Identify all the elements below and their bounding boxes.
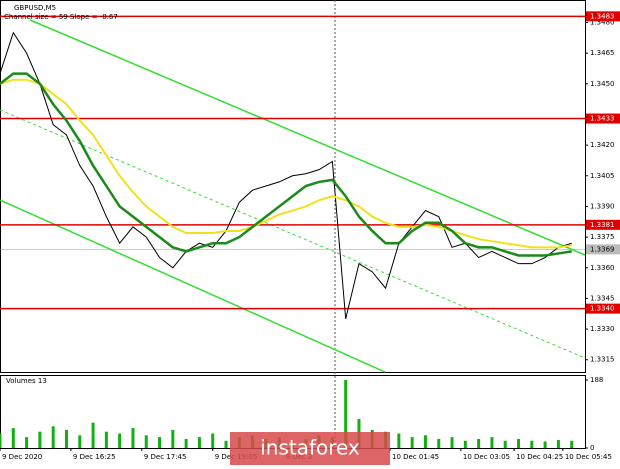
volume-bar (118, 433, 122, 448)
volume-title: Volumes 13 (6, 377, 47, 385)
level-label: 1.3340 (590, 305, 615, 313)
volume-bar (477, 438, 481, 448)
volume-bar (490, 437, 494, 448)
volume-bar (570, 440, 574, 448)
chart-subtitle: Channel size = 59 Slope = -0.67 (4, 13, 118, 21)
y-tick-label: 1.3480 (590, 18, 615, 26)
volume-bar (344, 380, 348, 448)
volume-bar (91, 422, 95, 448)
volume-bar (78, 435, 82, 448)
chart-title: GBPUSD,M5 (14, 4, 56, 12)
volume-bar (64, 429, 68, 448)
x-tick-label: 10 Dec 01:45 (392, 453, 439, 461)
volume-bar (158, 437, 162, 448)
y-tick-label: 1.3465 (590, 49, 615, 57)
channel-upper (29, 19, 586, 256)
volume-bar (131, 428, 135, 448)
volume-bar (211, 433, 215, 448)
volume-tick-label: 0 (590, 444, 594, 452)
volume-bar (556, 440, 560, 448)
level-tag (586, 219, 620, 230)
series-line (0, 31, 572, 319)
volume-bar (463, 440, 467, 448)
current-price-tag (586, 244, 620, 255)
x-tick-label: 9 Dec 2020 (2, 453, 42, 461)
volume-bar (184, 438, 188, 448)
x-tick-label: 10 Dec 03:05 (463, 453, 510, 461)
volume-bar (530, 440, 534, 448)
level-label: 1.3483 (590, 12, 615, 20)
level-tag (586, 11, 620, 22)
volume-bar (171, 429, 175, 448)
current-price-label: 1.3369 (590, 245, 615, 253)
y-tick-label: 1.3360 (590, 264, 615, 272)
y-tick-label: 1.3405 (590, 172, 615, 180)
y-tick-label: 1.3330 (590, 325, 615, 333)
series-line (0, 78, 572, 249)
volume-bar (503, 440, 507, 448)
volume-bar (51, 426, 55, 448)
volume-bar (224, 440, 228, 448)
channel-lower (0, 199, 386, 373)
volume-bar (397, 433, 401, 448)
level-tag (586, 303, 620, 314)
x-tick-label: 9 Dec 17:45 (144, 453, 187, 461)
watermark-box (230, 432, 390, 465)
volume-bar (423, 435, 427, 448)
volume-bar (543, 441, 547, 448)
y-tick-label: 1.3390 (590, 202, 615, 210)
channel-middle (0, 109, 586, 359)
volume-tick-label: 188 (590, 376, 603, 384)
y-tick-label: 1.3375 (590, 233, 615, 241)
volume-bar (104, 431, 108, 448)
level-tag (586, 113, 620, 124)
volume-bar (11, 428, 15, 448)
volume-bar (517, 438, 521, 448)
y-tick-label: 1.3315 (590, 356, 615, 364)
x-tick-label: 10 Dec 04:25 (516, 453, 563, 461)
y-tick-label: 1.3345 (590, 294, 615, 302)
volume-bar (437, 438, 441, 448)
y-tick-label: 1.3420 (590, 141, 615, 149)
series-line (0, 72, 572, 257)
x-tick-label: 10 Dec 05:45 (565, 453, 612, 461)
y-tick-label: 1.3450 (590, 80, 615, 88)
volume-bar (410, 437, 414, 448)
x-tick-label: 9 Dec 16:25 (73, 453, 116, 461)
level-label: 1.3381 (590, 221, 615, 229)
volume-bar (197, 437, 201, 448)
volume-bar (450, 437, 454, 448)
watermark: instaforex (260, 436, 360, 460)
volume-bar (144, 435, 148, 448)
volume-bar (38, 431, 42, 448)
volume-bar (0, 433, 2, 448)
main-panel-frame (0, 0, 586, 373)
volume-bar (25, 437, 29, 448)
level-label: 1.3433 (590, 115, 615, 123)
